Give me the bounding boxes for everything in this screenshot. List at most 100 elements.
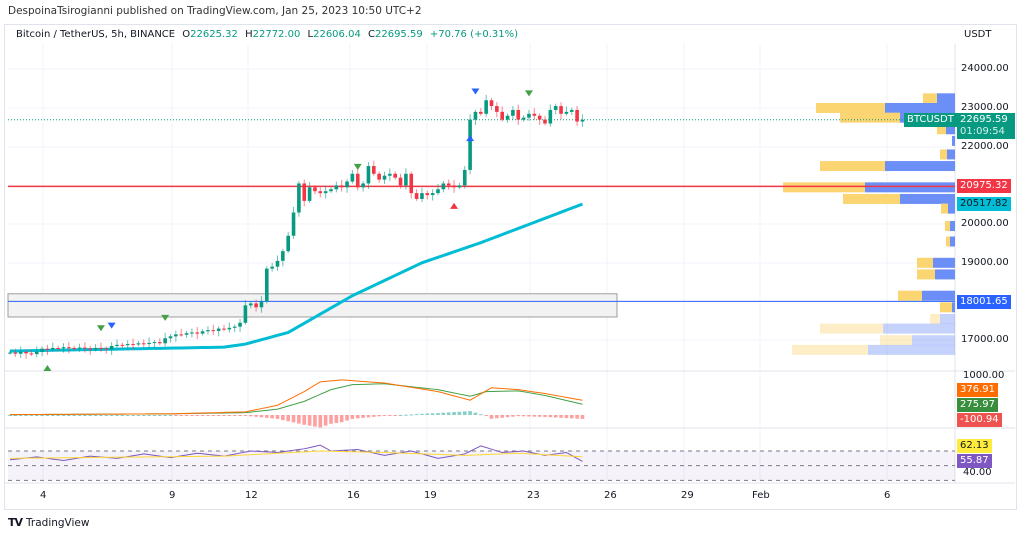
macd-histogram-bar: [521, 415, 526, 417]
macd-histogram-bar: [361, 415, 365, 418]
buy-signal-icon: [466, 135, 475, 142]
candle-body: [211, 330, 216, 332]
candle-body: [174, 334, 178, 337]
candle-body: [56, 347, 60, 349]
candle-body: [131, 344, 135, 346]
candle-body: [355, 173, 360, 188]
low-value: 22606.04: [313, 29, 361, 40]
macd-histogram-bar: [446, 412, 451, 415]
range-box: [7, 293, 618, 318]
macd-histogram-bar: [543, 415, 547, 417]
macd-histogram-bar: [372, 415, 376, 417]
volume-profile-down-bar: [933, 257, 955, 268]
macd-histogram-bar: [575, 415, 579, 419]
candle-body: [216, 328, 221, 331]
volume-profile-down-bar: [922, 290, 955, 301]
macd-histogram-bar: [462, 411, 467, 415]
tradingview-logo[interactable]: TV TradingView: [8, 516, 89, 529]
macd-histogram-tag: -100.94: [957, 413, 1002, 427]
macd-signal-line: [9, 379, 583, 416]
close-value: 22695.59: [374, 29, 423, 40]
candle-body: [479, 111, 483, 114]
macd-histogram-bar: [40, 415, 44, 416]
macd-histogram-bar: [425, 413, 430, 415]
macd-histogram-bar: [414, 414, 419, 416]
candle-body: [329, 189, 333, 192]
macd-histogram-bar: [468, 411, 472, 415]
macd-histogram-bar: [152, 415, 157, 416]
candle-body: [83, 347, 87, 349]
macd-histogram-bar: [511, 415, 515, 417]
macd-histogram-bar: [120, 415, 125, 416]
volume-profile-up-bar: [941, 203, 948, 214]
macd-histogram-bar: [436, 413, 440, 415]
volume-profile-down-bar: [952, 302, 955, 313]
macd-histogram-bar: [13, 415, 18, 416]
macd-histogram-bar: [297, 415, 301, 424]
volume-profile-up-bar: [880, 335, 912, 346]
macd-histogram-bar: [302, 415, 307, 425]
volume-profile-down-bar: [948, 203, 955, 214]
time-tick: 29: [681, 490, 694, 501]
candle-body: [243, 305, 248, 323]
macd-histogram-bar: [393, 415, 397, 416]
chart-frame[interactable]: [4, 24, 1017, 510]
macd-histogram-bar: [24, 415, 28, 416]
candle-body: [286, 235, 290, 252]
macd-histogram-bar: [345, 415, 349, 421]
rsi-ma-tag: 62.13: [957, 439, 992, 453]
volume-profile-up-bar: [843, 193, 900, 204]
volume-profile-up-bar: [937, 124, 946, 135]
candle-body: [168, 336, 173, 339]
candle-body: [93, 347, 98, 350]
symbol-tag: BTCUSDT: [904, 113, 957, 127]
macd-histogram-bar: [350, 415, 355, 419]
macd-histogram-bar: [147, 415, 151, 416]
macd-histogram-bar: [286, 415, 290, 422]
price-tick: 17000.00: [961, 334, 1009, 345]
candle-body: [120, 344, 125, 346]
macd-histogram-bar: [532, 415, 537, 417]
bar-countdown: 01:09:54: [960, 126, 1005, 137]
candle-body: [559, 106, 563, 114]
macd-histogram-bar: [174, 415, 178, 416]
candle-body: [564, 111, 569, 114]
candle-body: [8, 352, 12, 354]
last-price-tag: 22695.59 01:09:54: [957, 113, 1015, 139]
macd-histogram-bar: [168, 415, 173, 416]
macd-histogram-bar: [318, 415, 323, 428]
macd-histogram-bar: [281, 415, 285, 421]
macd-axis-tick: 1000.00: [963, 370, 1005, 381]
candle-body: [29, 353, 34, 355]
candle-body: [366, 166, 371, 184]
candle-body: [13, 352, 18, 354]
macd-histogram-bar: [83, 415, 87, 416]
candle-body: [18, 351, 23, 354]
macd-histogram-bar: [34, 415, 39, 416]
sell-signal-icon: [471, 88, 480, 95]
candle-body: [61, 347, 66, 349]
candle-body: [521, 117, 526, 120]
macd-histogram-bar: [553, 415, 558, 418]
macd-histogram-bar: [489, 415, 494, 419]
macd-histogram-bar: [505, 415, 510, 418]
macd-histogram-bar: [109, 415, 114, 416]
candle-body: [125, 344, 130, 346]
candle-body: [553, 106, 558, 110]
candle-body: [163, 338, 167, 344]
volume-profile-up-bar: [816, 103, 885, 113]
symbol-title[interactable]: Bitcoin / TetherUS, 5h, BINANCE: [16, 29, 176, 40]
candle-body: [414, 193, 419, 199]
macd-histogram-bar: [537, 415, 542, 417]
macd-histogram-bar: [136, 415, 141, 416]
macd-histogram-bar: [382, 415, 387, 416]
volume-profile-down-bar: [935, 269, 955, 280]
sell-signal-icon: [107, 322, 116, 329]
macd-histogram-bar: [158, 415, 162, 416]
candle-body: [281, 251, 285, 261]
price-tick: 22000.00: [961, 141, 1009, 152]
macd-histogram-bar: [398, 414, 403, 416]
currency-label: USDT: [964, 29, 992, 40]
macd-histogram-bar: [222, 415, 226, 416]
